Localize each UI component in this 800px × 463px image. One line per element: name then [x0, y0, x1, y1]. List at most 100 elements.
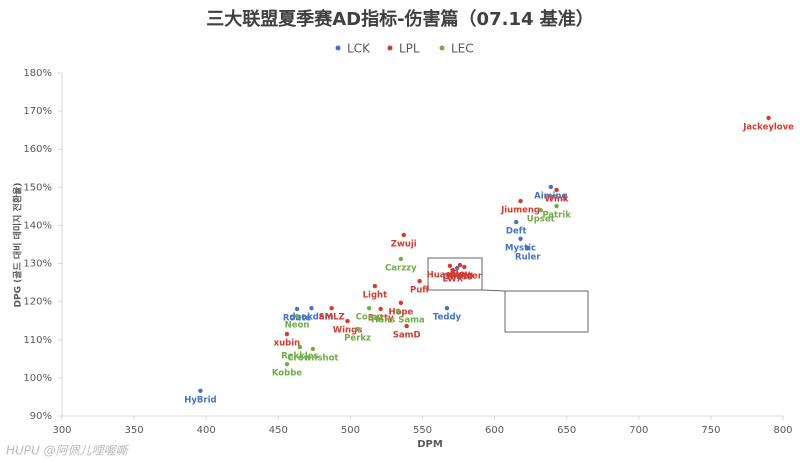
- y-tick-label: 100%: [23, 373, 52, 384]
- y-tick-label: 120%: [23, 297, 52, 308]
- x-tick-label: 650: [557, 425, 576, 436]
- y-tick-label: 140%: [23, 220, 52, 231]
- point-label: SMLZ: [319, 313, 345, 323]
- point-label: Carzzy: [385, 263, 417, 273]
- point: [554, 203, 559, 209]
- legend-marker: [439, 45, 445, 51]
- point-label: iBoy: [450, 270, 471, 280]
- point: [548, 184, 554, 190]
- point: [297, 344, 303, 350]
- point: [198, 388, 203, 394]
- point-label: Wink: [545, 195, 569, 205]
- point-label: Teddy: [433, 313, 462, 323]
- point: [398, 300, 404, 306]
- x-tick-label: 300: [52, 425, 71, 436]
- y-axis-label: DPG (골드 대비 데미지 전환율): [12, 182, 24, 307]
- x-tick-label: 350: [125, 425, 144, 436]
- legend-label: LEC: [451, 42, 474, 56]
- x-tick-label: 600: [485, 425, 504, 436]
- y-tick-label: 130%: [23, 259, 52, 270]
- x-tick-label: 550: [413, 425, 432, 436]
- point: [310, 346, 316, 352]
- point-label: Jackeylove: [742, 122, 794, 132]
- point-label: Perkz: [344, 334, 371, 344]
- x-tick-label: 800: [773, 425, 792, 436]
- point: [518, 236, 523, 241]
- watermark: HUPU @阿佩儿哩喔嘶: [6, 444, 130, 458]
- point: [284, 331, 290, 337]
- point-label: Zwuji: [391, 239, 417, 249]
- y-tick-label: 170%: [23, 106, 52, 117]
- point-label: Deft: [506, 227, 527, 237]
- y-tick-label: 90%: [30, 411, 52, 422]
- point: [294, 313, 300, 319]
- legend-label: LPL: [399, 42, 420, 56]
- point-label: Upset: [527, 215, 555, 225]
- point: [378, 306, 383, 312]
- point-label: Puff: [410, 286, 429, 296]
- y-tick-label: 150%: [23, 182, 52, 193]
- chart-title: 三大联盟夏季赛AD指标-伤害篇（07.14 基准）: [206, 8, 594, 30]
- x-tick-label: 400: [197, 425, 216, 436]
- x-tick-label: 750: [701, 425, 720, 436]
- point-label: Ruler: [515, 252, 541, 262]
- zoom-inset: [504, 290, 589, 333]
- point: [294, 306, 300, 312]
- point-label: Aiming: [534, 191, 567, 201]
- point-label: SamD: [393, 331, 421, 341]
- x-tick-label: 450: [269, 425, 288, 436]
- point: [366, 305, 372, 311]
- point: [372, 283, 378, 289]
- point: [538, 208, 543, 213]
- zoom-box: [427, 257, 483, 291]
- point-label: Neon: [285, 321, 310, 331]
- y-tick-label: 180%: [23, 68, 52, 79]
- point: [525, 245, 530, 251]
- point: [454, 265, 460, 271]
- point: [398, 256, 404, 262]
- y-tick-label: 160%: [23, 144, 52, 155]
- point-label: Ghost: [443, 273, 471, 283]
- point: [554, 187, 559, 193]
- x-tick-label: 500: [341, 425, 360, 436]
- point: [457, 262, 463, 268]
- point-label: Mystic: [505, 243, 536, 253]
- point-label: LWX: [442, 275, 463, 285]
- point: [447, 263, 453, 269]
- point-label: Betty: [368, 313, 394, 323]
- point-label: deokdam: [289, 313, 333, 323]
- point-label: Hope: [388, 307, 413, 317]
- point-label: Route: [283, 313, 311, 323]
- x-tick-label: 700: [629, 425, 648, 436]
- point: [355, 326, 360, 332]
- legend-label: LCK: [347, 42, 371, 56]
- point-label: Jiumeng: [500, 206, 540, 216]
- point-label: HyBrid: [184, 395, 216, 405]
- point: [462, 264, 467, 270]
- point: [404, 323, 409, 329]
- point: [514, 219, 519, 225]
- zoom-connector: [481, 289, 506, 292]
- x-axis-label: DPM: [417, 439, 443, 450]
- point: [417, 278, 422, 284]
- point: [450, 267, 455, 273]
- point-label: Crownshot: [287, 353, 338, 363]
- point-label: xubin: [274, 339, 301, 349]
- point: [309, 305, 314, 311]
- point-label: Kobbe: [272, 369, 302, 379]
- point: [329, 305, 334, 311]
- point-label: Comp: [356, 313, 383, 323]
- legend-marker: [387, 45, 393, 51]
- point: [766, 115, 771, 121]
- point: [518, 198, 523, 204]
- point: [401, 232, 406, 238]
- point: [395, 308, 401, 314]
- point-label: Wings: [333, 326, 362, 336]
- point: [345, 318, 350, 324]
- point-label: Rekkles: [281, 352, 318, 362]
- legend-marker: [335, 45, 341, 51]
- point-label: Light: [363, 291, 388, 301]
- y-tick-label: 110%: [23, 335, 52, 346]
